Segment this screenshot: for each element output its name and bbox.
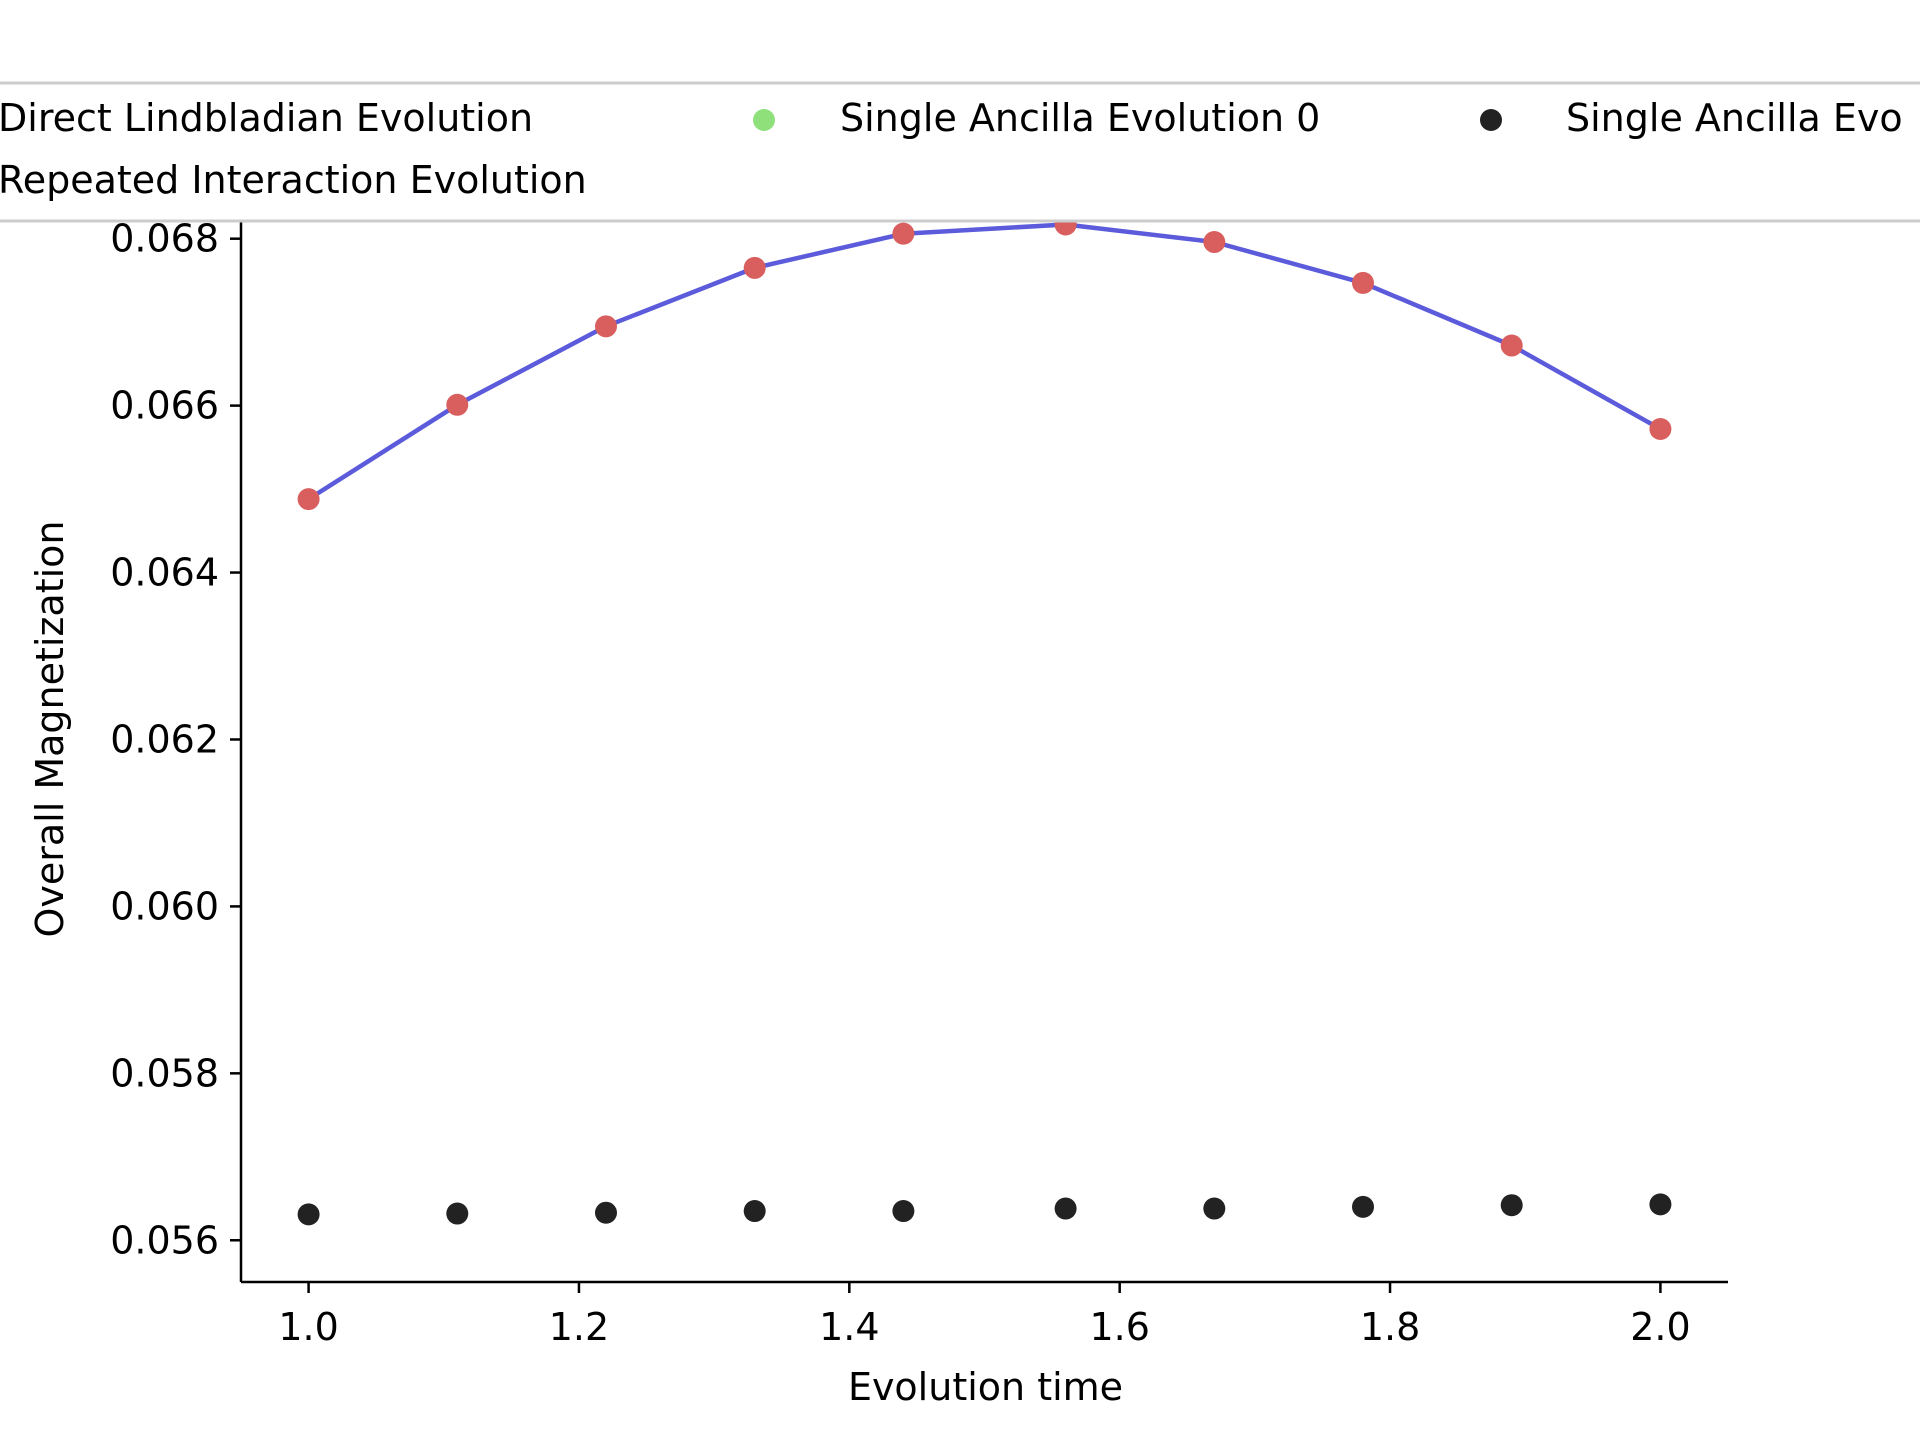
y-tick-label-1: 0.058 xyxy=(110,1051,219,1095)
y-tick-label-5: 0.066 xyxy=(110,384,219,428)
legend-marker-single-ancilla-1 xyxy=(1480,109,1502,131)
y-tick-label-3: 0.062 xyxy=(110,717,219,761)
point-repeated-interaction-evolution-0 xyxy=(297,488,320,511)
x-tick-label-1: 1.2 xyxy=(549,1305,609,1349)
legend-entry-single-ancilla-0: Single Ancilla Evolution 0 xyxy=(753,96,1320,140)
point-single-ancilla-evo-4 xyxy=(892,1200,915,1223)
point-single-ancilla-evo-6 xyxy=(1203,1197,1226,1220)
legend-marker-single-ancilla-0 xyxy=(753,109,775,131)
x-tick-label-5: 2.0 xyxy=(1630,1305,1690,1349)
x-axis-label: Evolution time xyxy=(848,1365,1123,1409)
point-single-ancilla-evo-8 xyxy=(1500,1194,1523,1217)
legend-label-repeated-interaction: Repeated Interaction Evolution xyxy=(0,158,587,202)
point-repeated-interaction-evolution-1 xyxy=(446,393,469,416)
plot-area xyxy=(297,213,1672,1226)
legend-entry-direct-lindbladian: Direct Lindbladian Evolution xyxy=(0,96,533,140)
y-tick-label-4: 0.064 xyxy=(110,551,219,595)
point-single-ancilla-evo-9 xyxy=(1649,1193,1672,1216)
y-axis-label: Overall Magnetization xyxy=(28,520,72,937)
point-repeated-interaction-evolution-9 xyxy=(1649,417,1672,440)
point-single-ancilla-evo-5 xyxy=(1054,1197,1077,1220)
point-single-ancilla-evo-1 xyxy=(446,1202,469,1225)
point-single-ancilla-evo-3 xyxy=(743,1200,766,1223)
legend-label-direct-lindbladian: Direct Lindbladian Evolution xyxy=(0,96,533,140)
legend: Direct Lindbladian Evolution Single Anci… xyxy=(0,81,1920,223)
legend-entry-repeated-interaction: Repeated Interaction Evolution xyxy=(0,158,587,202)
y-tick-label-0: 0.056 xyxy=(110,1218,219,1262)
point-repeated-interaction-evolution-8 xyxy=(1500,334,1523,357)
y-tick-label-2: 0.060 xyxy=(110,884,219,928)
y-tick-label-6: 0.068 xyxy=(110,217,219,261)
legend-label-single-ancilla-1: Single Ancilla Evo xyxy=(1566,96,1903,140)
point-repeated-interaction-evolution-3 xyxy=(743,256,766,279)
x-tick-label-2: 1.4 xyxy=(819,1305,879,1349)
axes: 1.0 1.2 1.4 1.6 1.8 2.0 0.056 0.058 0.060 0.062 0.… xyxy=(28,217,1728,1409)
point-single-ancilla-evo-7 xyxy=(1352,1195,1375,1218)
point-repeated-interaction-evolution-2 xyxy=(594,315,617,338)
x-tick-label-4: 1.8 xyxy=(1360,1305,1420,1349)
point-single-ancilla-evo-0 xyxy=(297,1203,320,1226)
x-tick-label-3: 1.6 xyxy=(1089,1305,1149,1349)
legend-box xyxy=(0,81,1920,223)
legend-label-single-ancilla-0: Single Ancilla Evolution 0 xyxy=(840,96,1320,140)
point-repeated-interaction-evolution-4 xyxy=(892,222,915,245)
x-tick-label-0: 1.0 xyxy=(278,1305,338,1349)
point-repeated-interaction-evolution-6 xyxy=(1203,231,1226,254)
point-single-ancilla-evo-2 xyxy=(594,1201,617,1224)
series-line-direct-lindbladian xyxy=(307,222,1662,502)
point-repeated-interaction-evolution-7 xyxy=(1352,271,1375,294)
legend-entry-single-ancilla-1: Single Ancilla Evo xyxy=(1480,96,1903,140)
